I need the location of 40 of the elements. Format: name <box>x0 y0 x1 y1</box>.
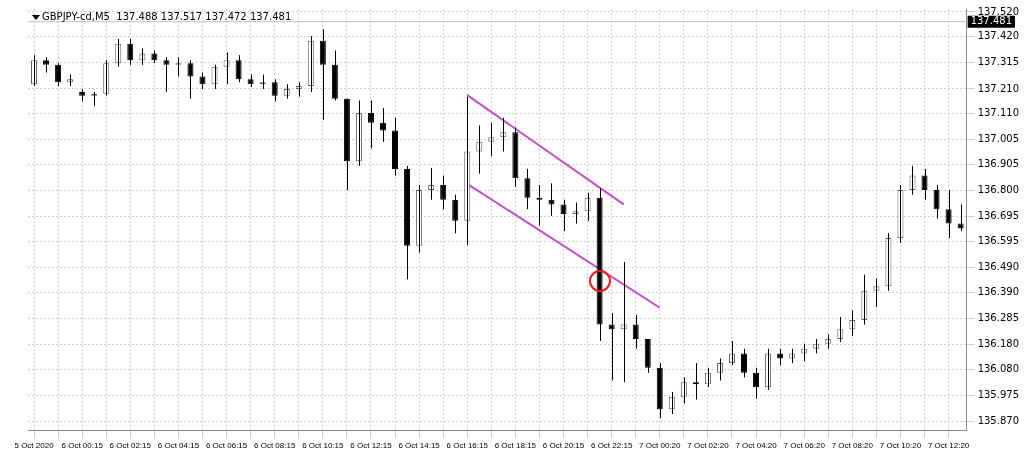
x-tick-label: 7 Oct 04:20 <box>735 441 778 451</box>
y-tick-label: 136.180 <box>977 338 1020 350</box>
x-tick-label: 6 Oct 08:15 <box>254 441 296 451</box>
x-tick-label: 6 Oct 10:15 <box>302 441 345 451</box>
x-tick-label: 6 Oct 20:15 <box>542 441 585 451</box>
y-tick-label: 135.870 <box>977 415 1020 427</box>
ref-line-label: 137.481 <box>970 15 1013 27</box>
y-tick-label: 137.315 <box>977 56 1020 68</box>
y-tick-label: 136.390 <box>977 286 1020 298</box>
x-tick-label: 6 Oct 18:15 <box>494 441 537 451</box>
x-tick-label: 6 Oct 04:15 <box>157 441 200 451</box>
y-tick-label: 137.110 <box>977 107 1020 119</box>
y-tick-label: 136.080 <box>977 363 1020 375</box>
y-tick-label: 136.800 <box>977 184 1020 196</box>
x-tick-label: 7 Oct 00:20 <box>639 441 682 451</box>
x-tick-label: 6 Oct 16:15 <box>446 441 489 451</box>
y-tick-label: 137.520 <box>977 5 1020 17</box>
y-tick-label: 137.210 <box>977 82 1020 94</box>
y-tick-label: 136.595 <box>977 235 1020 247</box>
x-tick-label: 7 Oct 12:20 <box>927 441 970 451</box>
y-tick-label: 137.005 <box>977 133 1020 145</box>
y-tick-label: 136.695 <box>977 210 1020 222</box>
chart-title: GBPJPY-cd,M5 137.488 137.517 137.472 137.481 <box>42 10 292 22</box>
x-tick-label: 7 Oct 02:20 <box>687 441 730 451</box>
x-tick-label: 6 Oct 22:15 <box>590 441 633 451</box>
x-tick-label: 5 Oct 2020 <box>14 441 55 451</box>
x-tick-label: 7 Oct 08:20 <box>831 441 874 451</box>
y-tick-label: 136.490 <box>977 261 1020 273</box>
x-tick-label: 6 Oct 06:15 <box>205 441 248 451</box>
x-tick-label: 7 Oct 06:20 <box>783 441 826 451</box>
y-tick-label: 136.285 <box>977 312 1020 324</box>
x-tick-label: 7 Oct 10:20 <box>879 441 922 451</box>
x-tick-label: 6 Oct 12:15 <box>350 441 393 451</box>
y-tick-label: 136.905 <box>977 158 1020 170</box>
y-tick-label: 135.975 <box>977 389 1020 401</box>
x-tick-label: 6 Oct 02:15 <box>109 441 152 451</box>
y-tick-label: 137.420 <box>977 30 1020 42</box>
candlestick <box>909 165 916 196</box>
x-tick-label: 6 Oct 14:15 <box>398 441 441 451</box>
x-tick-label: 6 Oct 00:15 <box>61 441 104 451</box>
